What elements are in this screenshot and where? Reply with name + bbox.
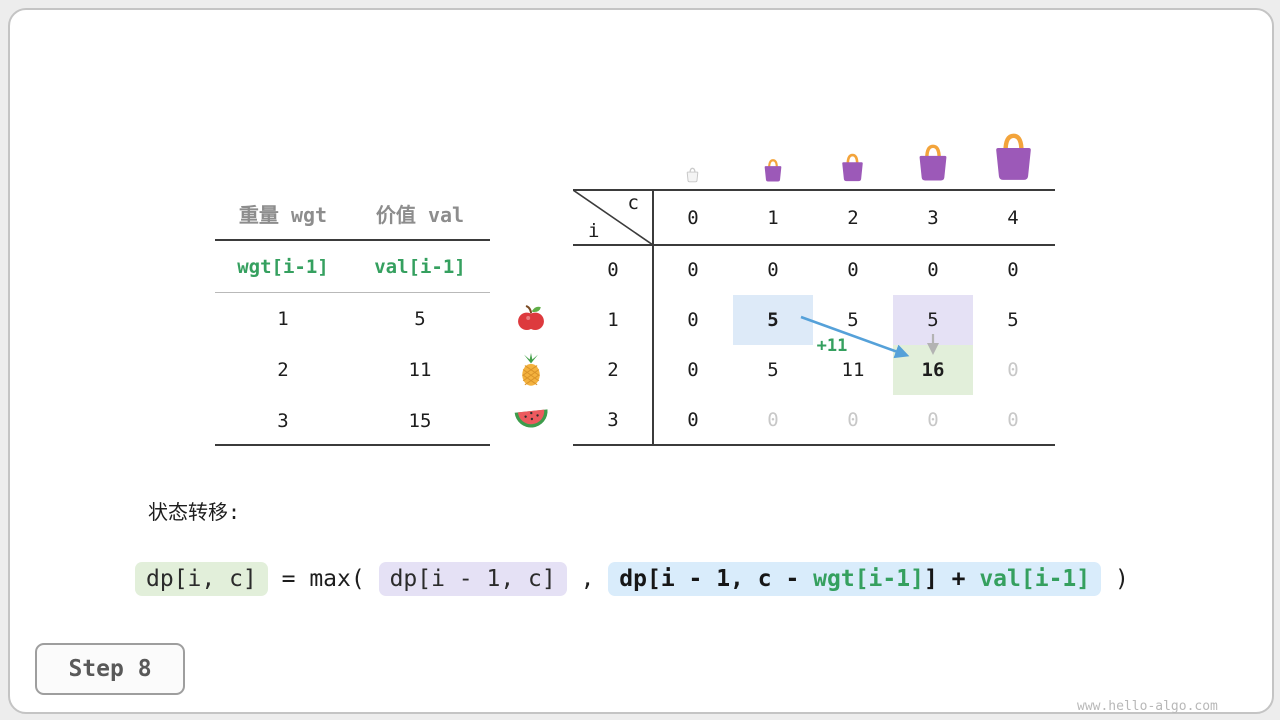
dp-row-header-1: 1 xyxy=(607,309,619,331)
transition-title: 状态转移: xyxy=(148,500,241,524)
dp-cell-2-3: 16 xyxy=(893,345,973,395)
dp-col-header-0: 0 xyxy=(687,206,699,229)
dp-cell-3-3: 0 xyxy=(927,409,939,431)
items-col-header-wgt: 重量 wgt xyxy=(238,203,328,227)
dp-corner-col-label: c xyxy=(627,192,639,214)
formula-option-take: dp[i - 1, c - wgt[i-1]] + val[i-1] xyxy=(608,562,1102,596)
dp-cell-3-2: 0 xyxy=(847,409,859,431)
item-1-wgt: 1 xyxy=(277,308,289,330)
dp-table-top-rule xyxy=(573,189,1055,191)
items-table-mid-rule xyxy=(215,292,490,293)
dp-cell-2-4: 0 xyxy=(1007,359,1019,381)
dp-col-header-2: 2 xyxy=(847,206,859,229)
formula-comma: , xyxy=(566,566,609,592)
dp-cell-1-4: 5 xyxy=(1007,309,1019,331)
item-2-wgt: 2 xyxy=(277,359,289,381)
dp-cell-2-1: 5 xyxy=(767,359,779,381)
dp-cell-0-2: 0 xyxy=(847,259,859,281)
dp-cell-1-0: 0 xyxy=(687,309,699,331)
watermelon-icon xyxy=(514,409,548,428)
formula-take-prefix: dp[i - 1, c - xyxy=(619,566,814,592)
dp-cell-3-4: 0 xyxy=(1007,409,1019,431)
formula-lhs: dp[i, c] xyxy=(135,562,268,596)
dp-row-headers: 0 1 2 3 xyxy=(573,245,653,445)
items-table-bottom-rule xyxy=(215,444,490,446)
items-formula-val: val[i-1] xyxy=(374,256,466,278)
dp-table-header-rule xyxy=(573,244,1055,246)
formula-take-mid: ] + xyxy=(923,566,980,592)
item-1-val: 5 xyxy=(414,308,426,330)
step-badge: Step 8 xyxy=(35,643,185,695)
dp-cell-3-1: 0 xyxy=(767,409,779,431)
dp-grid: 0 0 0 0 0 0 5 5 5 5 0 5 11 16 0 0 0 0 0 … xyxy=(653,245,1053,445)
formula-eq-max: = max( xyxy=(267,566,379,592)
dp-cell-1-1: 5 xyxy=(733,295,813,345)
dp-cell-2-0: 0 xyxy=(687,359,699,381)
bag-small-icon xyxy=(764,159,782,182)
dp-cell-0-0: 0 xyxy=(687,259,699,281)
dp-row-header-3: 3 xyxy=(607,409,619,431)
dp-cell-3-0: 0 xyxy=(687,409,699,431)
dp-col-headers: 0 1 2 3 4 xyxy=(653,190,1053,245)
dp-cell-0-3: 0 xyxy=(927,259,939,281)
bag-large-icon xyxy=(919,144,947,181)
items-table-header-rule xyxy=(215,239,490,241)
items-formula-wgt: wgt[i-1] xyxy=(237,256,329,278)
dp-cell-0-4: 0 xyxy=(1007,259,1019,281)
item-2-val: 11 xyxy=(408,359,432,381)
dp-table-vertical-rule xyxy=(652,189,654,446)
formula-option-keep: dp[i - 1, c] xyxy=(378,562,567,596)
items-col-header-val: 价值 val xyxy=(375,203,465,227)
dp-row-header-0: 0 xyxy=(607,259,619,281)
dp-col-header-3: 3 xyxy=(927,206,939,229)
bag-xlarge-icon xyxy=(996,133,1031,180)
apple-icon xyxy=(518,305,544,330)
figure-card xyxy=(8,8,1274,714)
arrow-value-label: +11 xyxy=(816,336,848,356)
formula-take-wgt: wgt[i-1] xyxy=(813,566,924,592)
dp-row-header-2: 2 xyxy=(607,359,619,381)
formula-close: ) xyxy=(1101,566,1129,592)
bag-medium-icon xyxy=(842,153,863,182)
watermark: www.hello-algo.com xyxy=(1077,699,1218,714)
bag-outline-icon xyxy=(686,167,699,183)
dp-col-header-1: 1 xyxy=(767,206,779,229)
item-3-wgt: 3 xyxy=(277,410,289,432)
dp-corner-cell: c i xyxy=(573,190,653,245)
transition-formula: dp[i, c] = max( dp[i - 1, c] , dp[i - 1,… xyxy=(135,562,1129,596)
formula-take-val: val[i-1] xyxy=(979,566,1091,592)
corner-diagonal-line xyxy=(573,190,653,245)
dp-table-bottom-rule xyxy=(573,444,1055,446)
dp-cell-0-1: 0 xyxy=(767,259,779,281)
pineapple-icon xyxy=(522,352,540,386)
dp-col-header-4: 4 xyxy=(1007,206,1019,229)
dp-corner-row-label: i xyxy=(588,220,600,242)
item-3-val: 15 xyxy=(408,410,432,432)
dp-cell-1-3: 5 xyxy=(893,295,973,345)
dp-cell-2-2: 11 xyxy=(841,359,865,381)
